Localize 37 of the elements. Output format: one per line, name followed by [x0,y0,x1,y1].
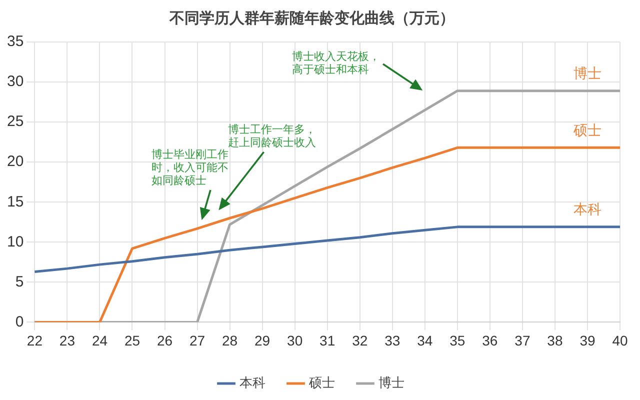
x-tick-label: 25 [124,332,140,348]
x-tick-label: 38 [547,332,563,348]
x-tick-label: 30 [287,332,303,348]
y-tick-label: 20 [6,153,24,170]
x-tick-label: 34 [417,332,433,348]
x-tick-label: 35 [450,332,466,348]
x-tick-label: 32 [352,332,368,348]
annotation: 博士收入天花板，高于硕士和本科 [292,50,382,76]
y-tick-label: 0 [15,313,24,330]
legend-label: 本科 [239,376,266,391]
annotation: 博士毕业刚工作时，收入可能不如同龄硕士 [152,148,230,188]
annotation: 博士工作一年多，赶上同龄硕士收入 [228,123,317,150]
legend-label: 博士 [378,376,404,391]
annotation: 硕士 [573,122,602,140]
legend-label: 硕士 [308,376,335,391]
y-tick-label: 15 [6,193,24,210]
x-tick-label: 27 [189,332,206,348]
annotation: 本科 [573,200,602,219]
chart-title: 不同学历人群年薪随年龄变化曲线（万元） [168,8,454,27]
x-tick-label: 40 [612,332,628,348]
x-tick-label: 23 [59,332,76,348]
y-tick-label: 30 [6,73,24,90]
y-tick-label: 5 [15,273,24,290]
x-tick-label: 31 [320,332,336,348]
x-tick-label: 33 [384,332,400,348]
x-tick-label: 24 [92,332,108,348]
x-tick-label: 39 [580,332,596,348]
x-tick-label: 29 [254,332,270,348]
x-tick-label: 26 [156,332,173,348]
y-tick-label: 35 [6,33,24,50]
x-tick-label: 22 [26,332,43,348]
y-tick-label: 25 [6,113,24,130]
y-tick-label: 10 [6,233,24,250]
x-tick-label: 36 [482,332,498,348]
x-tick-label: 28 [222,332,238,348]
annotation: 博士 [573,64,602,83]
x-tick-label: 37 [514,332,530,348]
